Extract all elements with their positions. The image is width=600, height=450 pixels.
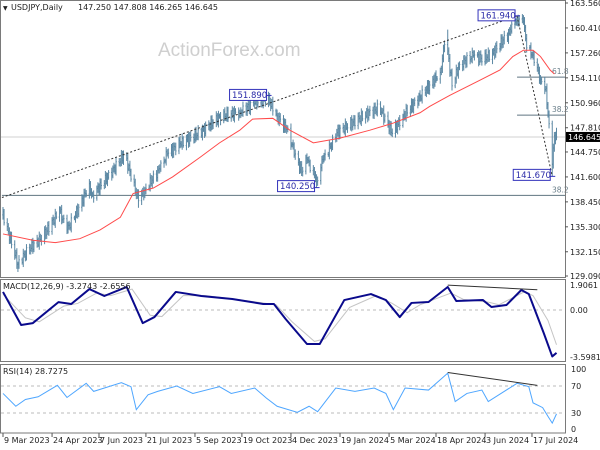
- price-bars: [2, 14, 558, 272]
- price-label-text: 161.940: [481, 11, 516, 21]
- current-price-tag: [566, 131, 600, 142]
- price-axis-label: 160.410: [570, 24, 600, 33]
- price-panel[interactable]: 61.8 38.2 38.2 151.890 140.250 161.940 141.670: [1, 9, 569, 272]
- price-axis-label: 150.960: [570, 99, 600, 108]
- date-axis-label: 7 Jun 2023: [100, 436, 143, 445]
- date-axis-label: 5 Mar 2024: [390, 436, 436, 445]
- price-label-box: [229, 88, 268, 101]
- date-axis-label: 19 Oct 2023: [243, 436, 292, 445]
- price-axis-label: 163.560: [570, 0, 600, 8]
- rsi-label: RSI(14) 28.7275: [3, 367, 68, 376]
- fib-level-label: 38.2: [552, 185, 569, 194]
- dotted-trendline: [516, 15, 553, 177]
- date-axis-label: 5 Sep 2023: [196, 436, 242, 445]
- macd-panel-frame: [0, 279, 566, 362]
- rsi-axis-label: 30: [571, 409, 581, 418]
- price-axis-label: 154.110: [570, 74, 600, 83]
- date-axis-label: 21 Jul 2023: [147, 436, 192, 445]
- ohlc-values: 147.250 147.808 146.265 146.645: [78, 3, 218, 12]
- moving-average-line: [2, 49, 555, 244]
- price-label-text: 140.250: [280, 182, 315, 192]
- price-axis-label: 157.260: [570, 49, 600, 58]
- price-axis-label: 129.090: [570, 272, 600, 281]
- macd-axis-label: 0.00: [570, 306, 588, 315]
- price-axis-label: 138.450: [570, 198, 600, 207]
- macd-signal-line: [2, 288, 557, 345]
- rsi-panel-frame: [0, 364, 566, 434]
- watermark-logo: ActionForex.com: [158, 40, 301, 61]
- price-label-box: [277, 180, 316, 193]
- dotted-trendline: [1, 15, 518, 198]
- price-label-box: [477, 9, 516, 22]
- current-price-tag-text: 146.645: [568, 133, 600, 142]
- macd-axis-label: -3.5981: [570, 353, 600, 362]
- macd-label: MACD(12,26,9) -3.2743 -2.6556: [3, 282, 131, 291]
- rsi-axis-label: 0: [571, 425, 576, 434]
- price-label-text: 151.890: [232, 91, 267, 101]
- date-axis-label: 24 Apr 2023: [53, 436, 102, 445]
- price-axis-label: 147.810: [570, 124, 600, 133]
- macd-divergence-line: [447, 284, 538, 291]
- fib-level-label: 38.2: [552, 105, 569, 114]
- price-panel-frame: [0, 0, 566, 278]
- price-label-box: [512, 168, 551, 181]
- rsi-axis-label: 70: [571, 382, 581, 391]
- price-axis-label: 135.300: [570, 223, 600, 232]
- macd-axis-label: 1.9061: [570, 281, 598, 290]
- date-axis-label: 18 Apr 2024: [437, 436, 486, 445]
- rsi-axis-label: 100: [571, 365, 586, 374]
- collapse-arrow-icon[interactable]: ▼: [3, 5, 8, 12]
- date-axis-label: 4 Dec 2023: [292, 436, 338, 445]
- macd-panel[interactable]: [1, 284, 565, 358]
- price-axis-label: 132.150: [570, 248, 600, 257]
- price-axis-label: 144.750: [570, 148, 600, 157]
- rsi-line: [2, 372, 557, 425]
- fib-level-label: 61.8: [552, 67, 569, 76]
- date-axis-label: 9 Mar 2023: [4, 436, 50, 445]
- macd-main-line: [2, 285, 558, 358]
- symbol-label: USDJPY,Daily: [11, 3, 63, 12]
- date-axis-label: 3 Jun 2024: [486, 436, 529, 445]
- date-axis-label: 19 Jan 2024: [341, 436, 389, 445]
- rsi-panel[interactable]: [1, 372, 565, 425]
- price-label-text: 141.670: [516, 171, 551, 181]
- chart-header: ▼ USDJPY,Daily 147.250 147.808 146.265 1…: [3, 3, 218, 12]
- price-axis-label: 141.600: [570, 173, 600, 182]
- date-axis-label: 17 Jul 2024: [533, 436, 578, 445]
- rsi-divergence-line: [447, 372, 538, 386]
